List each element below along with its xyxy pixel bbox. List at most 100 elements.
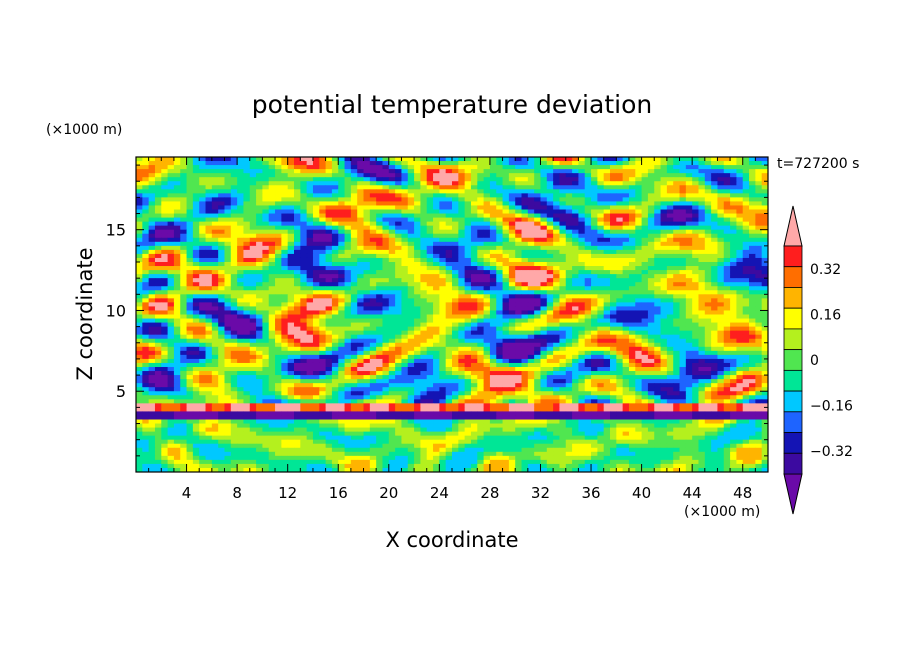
heatmap-cell (692, 237, 699, 243)
heatmap-cell (616, 241, 624, 247)
heatmap-cell (161, 266, 168, 271)
heatmap-cell (546, 233, 554, 239)
heatmap-cell (736, 330, 744, 336)
heatmap-cell (660, 274, 668, 279)
heatmap-cell (654, 245, 661, 251)
heatmap-cell (268, 181, 276, 186)
heatmap-cell (654, 257, 661, 263)
heatmap-cell (534, 338, 541, 344)
heatmap-cell (357, 314, 364, 319)
heatmap-cell (426, 310, 434, 315)
heatmap-cell (647, 217, 655, 223)
heatmap-cell (666, 282, 674, 287)
heatmap-cell (154, 193, 162, 198)
heatmap-cell (142, 306, 150, 311)
heatmap-cell (666, 330, 674, 336)
heatmap-cell (635, 354, 642, 360)
heatmap-cell (161, 278, 168, 283)
heatmap-cell (382, 169, 390, 174)
heatmap-cell (761, 342, 769, 348)
heatmap-cell (262, 249, 270, 255)
heatmap-cell (616, 205, 624, 210)
heatmap-cell (736, 290, 744, 295)
heatmap-cell (142, 282, 150, 287)
heatmap-cell (319, 274, 326, 279)
heatmap-cell (477, 322, 484, 328)
heatmap-cell (426, 350, 434, 356)
heatmap-cell (584, 302, 592, 307)
heatmap-cell (565, 253, 573, 259)
heatmap-cell (211, 278, 219, 283)
heatmap-cell (749, 201, 756, 206)
heatmap-cell (148, 322, 156, 328)
heatmap-cell (723, 173, 731, 178)
heatmap-cell (591, 229, 598, 235)
heatmap-cell (287, 350, 295, 356)
heatmap-cell (268, 185, 276, 190)
heatmap-cell (546, 209, 554, 214)
heatmap-cell (742, 229, 750, 235)
heatmap-cell (616, 330, 624, 336)
heatmap-cell (312, 306, 320, 311)
heatmap-cell (205, 266, 213, 271)
heatmap-cell (647, 161, 655, 166)
heatmap-cell (237, 253, 244, 259)
heatmap-cell (376, 306, 383, 311)
heatmap-cell (692, 286, 699, 291)
heatmap-cell (723, 278, 731, 283)
heatmap-cell (591, 314, 598, 319)
heatmap-cell (540, 330, 548, 336)
heatmap-cell (730, 253, 737, 259)
heatmap-cell (483, 237, 491, 243)
heatmap-cell (755, 173, 763, 178)
heatmap-cell (218, 262, 225, 267)
heatmap-cell (142, 197, 150, 202)
heatmap-cell (344, 189, 352, 194)
heatmap-cell (256, 322, 263, 328)
heatmap-cell (622, 181, 630, 186)
heatmap-cell (180, 221, 187, 227)
heatmap-cell (692, 278, 699, 283)
heatmap-cell (546, 334, 554, 340)
heatmap-cell (628, 282, 636, 287)
heatmap-cell (382, 314, 390, 319)
heatmap-cell (717, 354, 725, 360)
heatmap-cell (199, 318, 206, 323)
heatmap-cell (477, 249, 484, 255)
heatmap-cell (723, 286, 731, 291)
heatmap-cell (470, 157, 478, 162)
heatmap-cell (470, 286, 478, 291)
heatmap-cell (527, 201, 535, 206)
heatmap-cell (584, 165, 592, 170)
heatmap-cell (331, 201, 339, 206)
heatmap-cell (154, 245, 162, 251)
heatmap-cell (142, 262, 150, 267)
heatmap-cell (502, 249, 510, 255)
heatmap-cell (407, 298, 415, 303)
heatmap-cell (496, 278, 503, 283)
heatmap-cell (591, 225, 598, 231)
heatmap-cell (603, 302, 611, 307)
heatmap-cell (224, 205, 232, 210)
heatmap-cell (559, 314, 567, 319)
heatmap-cell (736, 217, 744, 223)
heatmap-cell (565, 306, 573, 311)
heatmap-cell (237, 294, 244, 299)
heatmap-cell (521, 249, 529, 255)
heatmap-cell (218, 270, 225, 275)
heatmap-cell (452, 169, 459, 174)
heatmap-cell (369, 270, 377, 275)
heatmap-cell (407, 342, 415, 348)
heatmap-cell (325, 249, 333, 255)
heatmap-cell (275, 193, 282, 198)
heatmap-cell (647, 354, 655, 360)
heatmap-cell (154, 350, 162, 356)
heatmap-cell (470, 185, 478, 190)
heatmap-cell (433, 306, 440, 311)
heatmap-cell (420, 201, 428, 206)
heatmap-cell (698, 221, 706, 227)
heatmap-cell (180, 350, 187, 356)
heatmap-cell (388, 294, 396, 299)
heatmap-cell (521, 185, 529, 190)
heatmap-cell (736, 262, 744, 267)
